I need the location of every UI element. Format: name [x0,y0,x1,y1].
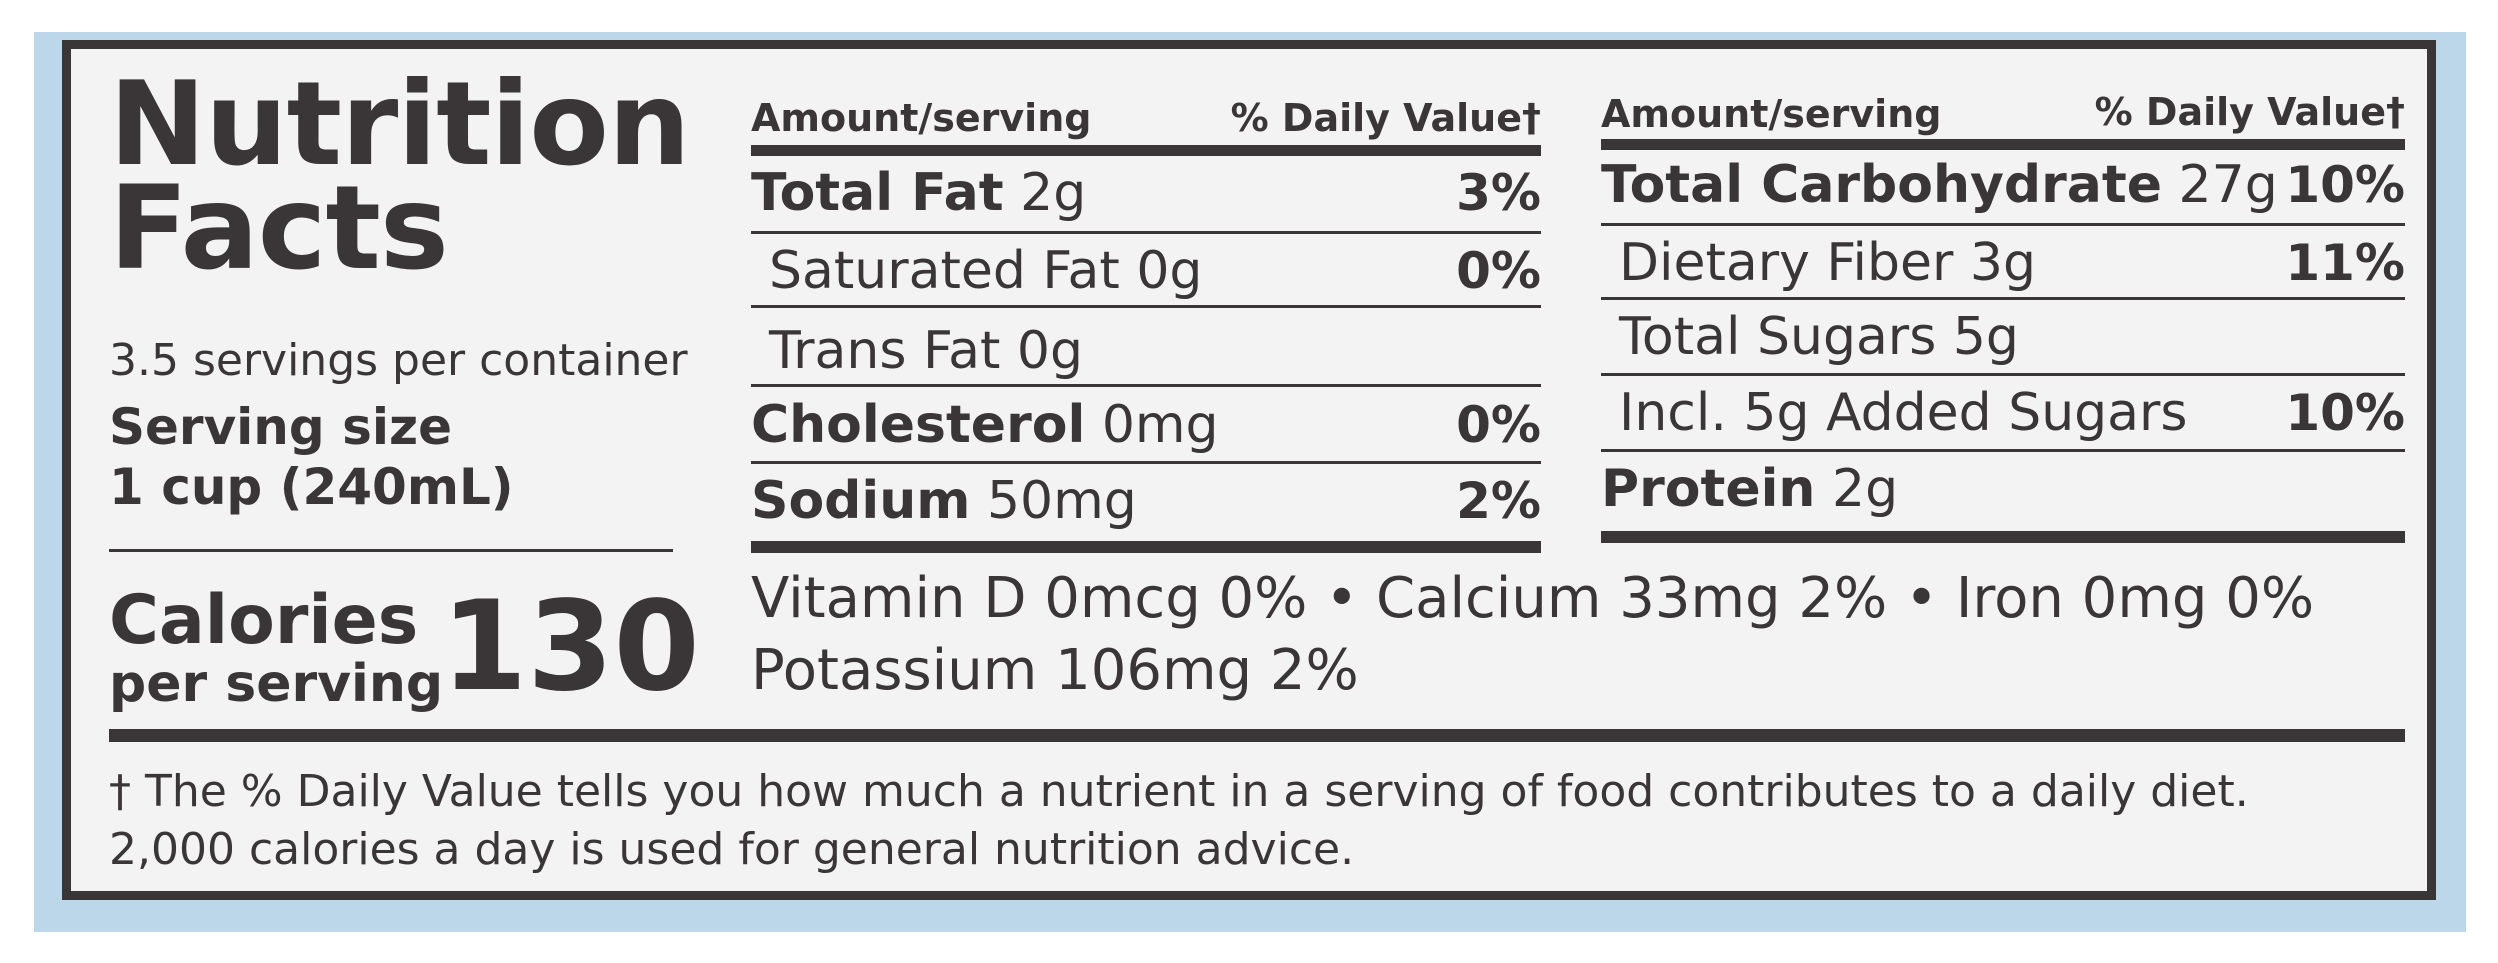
nutrient-name: Total Sugars [1619,307,1937,367]
row-divider [1601,449,2405,452]
header-rule [1601,139,2405,150]
serving-size-value: 1 cup (240mL) [109,458,514,516]
row-divider [1601,297,2405,300]
nutrient-name: Dietary Fiber [1619,233,1954,293]
footnote-divider [109,729,2405,742]
serving-size-label: Serving size [109,398,453,456]
title-line-2: Facts [109,161,449,296]
daily-value-header: % Daily Value† [2094,90,2405,134]
header-rule [751,145,1541,156]
nutrient-amount: 5g [1952,307,2019,367]
nutrient-name: Total Fat [751,163,1004,223]
nutrient-dv: 10% [2285,384,2405,442]
calories-label: Calories [109,581,419,660]
nutrient-amount: 0mg [1101,395,1219,455]
serving-size: Serving size 1 cup (240mL) [109,397,514,517]
nutrient-name: Saturated Fat [769,241,1120,301]
row-divider [751,384,1541,387]
row-divider [751,305,1541,308]
nutrient-name: Incl. 5g Added Sugars [1619,383,2188,443]
title-line-1: Nutrition [109,57,691,192]
nutrient-row-total-sugars: Total Sugars 5g [1601,301,2405,375]
nutrient-name: Total Carbohydrate [1601,155,2163,215]
footnote-line-2: 2,000 calories a day is used for general… [109,824,1355,875]
calories-per-serving-label: per serving [109,654,444,714]
nutrient-dv: 10% [2285,156,2405,214]
nutrient-row-protein: Protein 2g [1601,453,2405,527]
nutrient-row-total-carbohydrate: Total Carbohydrate 27g 10% [1601,149,2405,223]
nutrient-row-sodium: Sodium 50mg 2% [751,465,1541,539]
row-divider [1601,223,2405,226]
table-bottom-rule [1601,531,2405,543]
nutrient-amount: 0g [1016,321,1083,381]
nutrient-row-saturated-fat: Saturated Fat 0g 0% [751,235,1541,309]
daily-value-footnote: † The % Daily Value tells you how much a… [109,763,2249,879]
nutrient-name: Sodium [751,471,971,531]
nutrient-name: Trans Fat [769,321,1001,381]
nutrient-row-added-sugars: Incl. 5g Added Sugars 10% [1601,377,2405,451]
nutrition-facts-title: Nutrition Facts [109,57,691,296]
nutrient-name: Cholesterol [751,395,1086,455]
nutrient-dv: 3% [1456,164,1541,222]
vitamins-minerals: Vitamin D 0mcg 0% • Calcium 33mg 2% • Ir… [751,563,2314,707]
nutrient-dv: 11% [2285,234,2405,292]
nutrient-dv: 0% [1456,396,1541,454]
footnote-line-1: † The % Daily Value tells you how much a… [109,766,2249,817]
nutrient-row-total-fat: Total Fat 2g 3% [751,157,1541,231]
calories-divider [109,549,673,552]
nutrient-amount: 0g [1136,241,1203,301]
vitamins-line-2: Potassium 106mg 2% [751,638,1359,703]
nutrient-amount: 3g [1969,233,2036,293]
nutrient-amount: 2g [1020,163,1087,223]
nutrient-row-trans-fat: Trans Fat 0g [751,309,1541,389]
amount-per-serving-header: Amount/serving [1601,92,1942,136]
nutrient-row-cholesterol: Cholesterol 0mg 0% [751,389,1541,463]
row-divider [751,231,1541,234]
nutrient-name: Protein [1601,459,1816,519]
daily-value-header: % Daily Value† [1230,96,1541,140]
nutrition-facts-panel: Nutrition Facts 3.5 servings per contain… [62,40,2436,900]
vitamins-line-1: Vitamin D 0mcg 0% • Calcium 33mg 2% • Ir… [751,566,2315,631]
nutrient-amount: 27g [2178,155,2278,215]
nutrient-dv: 2% [1456,472,1541,530]
nutrient-amount: 50mg [986,471,1137,531]
nutrient-row-dietary-fiber: Dietary Fiber 3g 11% [1601,227,2405,301]
row-divider [751,461,1541,464]
nutrient-amount: 2g [1831,459,1899,519]
servings-per-container: 3.5 servings per container [109,335,688,386]
calories-value: 130 [441,575,700,719]
amount-per-serving-header: Amount/serving [751,96,1092,140]
table-bottom-rule [751,541,1541,553]
row-divider [1601,373,2405,376]
nutrient-dv: 0% [1456,242,1541,300]
